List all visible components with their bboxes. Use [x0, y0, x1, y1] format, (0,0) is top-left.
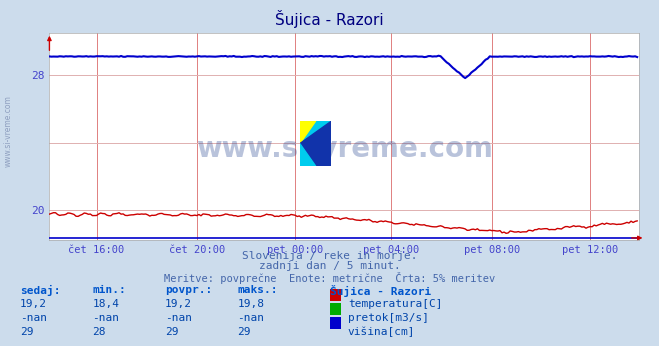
Polygon shape [300, 121, 331, 166]
Text: 29: 29 [237, 327, 250, 337]
Text: 28: 28 [92, 327, 105, 337]
Text: temperatura[C]: temperatura[C] [348, 299, 442, 309]
Text: Meritve: povprečne  Enote: metrične  Črta: 5% meritev: Meritve: povprečne Enote: metrične Črta:… [164, 272, 495, 284]
Text: -nan: -nan [165, 313, 192, 323]
Text: Šujica - Razori: Šujica - Razori [275, 10, 384, 28]
Text: 19,2: 19,2 [165, 299, 192, 309]
Polygon shape [300, 144, 316, 166]
Text: www.si-vreme.com: www.si-vreme.com [3, 95, 13, 167]
Text: zadnji dan / 5 minut.: zadnji dan / 5 minut. [258, 261, 401, 271]
Text: sedaj:: sedaj: [20, 285, 60, 297]
Text: maks.:: maks.: [237, 285, 277, 295]
Text: 18,4: 18,4 [92, 299, 119, 309]
Text: -nan: -nan [92, 313, 119, 323]
Text: višina[cm]: višina[cm] [348, 327, 415, 337]
Polygon shape [300, 121, 316, 144]
Text: 19,8: 19,8 [237, 299, 264, 309]
Text: 29: 29 [165, 327, 178, 337]
Text: -nan: -nan [237, 313, 264, 323]
Text: -nan: -nan [20, 313, 47, 323]
Text: pretok[m3/s]: pretok[m3/s] [348, 313, 429, 323]
Text: Šujica - Razori: Šujica - Razori [330, 285, 431, 298]
Text: Slovenija / reke in morje.: Slovenija / reke in morje. [242, 251, 417, 261]
Text: www.si-vreme.com: www.si-vreme.com [196, 135, 493, 163]
Text: povpr.:: povpr.: [165, 285, 212, 295]
Text: 29: 29 [20, 327, 33, 337]
Text: min.:: min.: [92, 285, 126, 295]
Text: 19,2: 19,2 [20, 299, 47, 309]
